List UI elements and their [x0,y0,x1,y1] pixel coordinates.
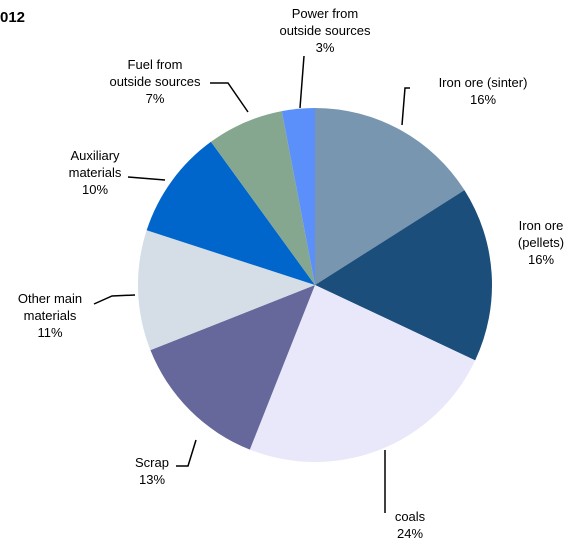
leader-line [176,439,197,467]
chart-title: 012 [0,9,25,26]
slice-label-line: Iron ore (sinter) [439,75,528,90]
pie-slice [146,141,315,285]
pie-slice [249,285,476,462]
pie-slice [315,190,492,361]
leader-line [210,82,249,113]
leader-line [127,176,166,181]
leader-line [401,87,410,126]
slice-label-line: materials [24,308,77,323]
slice-label-line: (pellets) [518,235,564,250]
slice-label-line: Scrap [135,455,169,470]
value-label: 7% [146,91,165,106]
slice-label: Other main materials [18,291,82,323]
slice-label: coals [395,509,426,524]
slice-label-line: Auxiliary [70,148,120,163]
value-label: 10% [82,182,108,197]
slice-label: Iron ore (pellets) [518,218,564,250]
pie-slice [315,108,465,285]
pie-slice [150,285,315,450]
slice-label-line: Power from [292,6,358,21]
slice-label-line: Other main [18,291,82,306]
pie-slice [138,230,315,351]
pie-slice [281,108,315,285]
slice-label-line: Fuel from [128,57,183,72]
slice-label: Fuel from outside sources [109,57,201,89]
slice-label-line: Iron ore [519,218,564,233]
slice-label: Iron ore (sinter) [439,75,528,90]
value-label: 11% [37,325,62,340]
leader-line [93,294,136,305]
value-label: 16% [470,92,496,107]
slice-label: Power from outside sources [279,6,371,38]
slice-label-line: materials [69,165,122,180]
value-label: 16% [528,252,554,267]
slice-label-line: coals [395,509,426,524]
slice-label: Scrap [135,455,169,470]
leader-line [299,55,305,109]
slice-label: Auxiliary materials [69,148,122,180]
value-label: 24% [397,526,423,541]
pie-slice [210,111,315,285]
slice-label-line: outside sources [109,74,201,89]
value-label: 3% [316,40,335,55]
slice-label-line: outside sources [279,23,371,38]
value-label: 13% [139,472,165,487]
